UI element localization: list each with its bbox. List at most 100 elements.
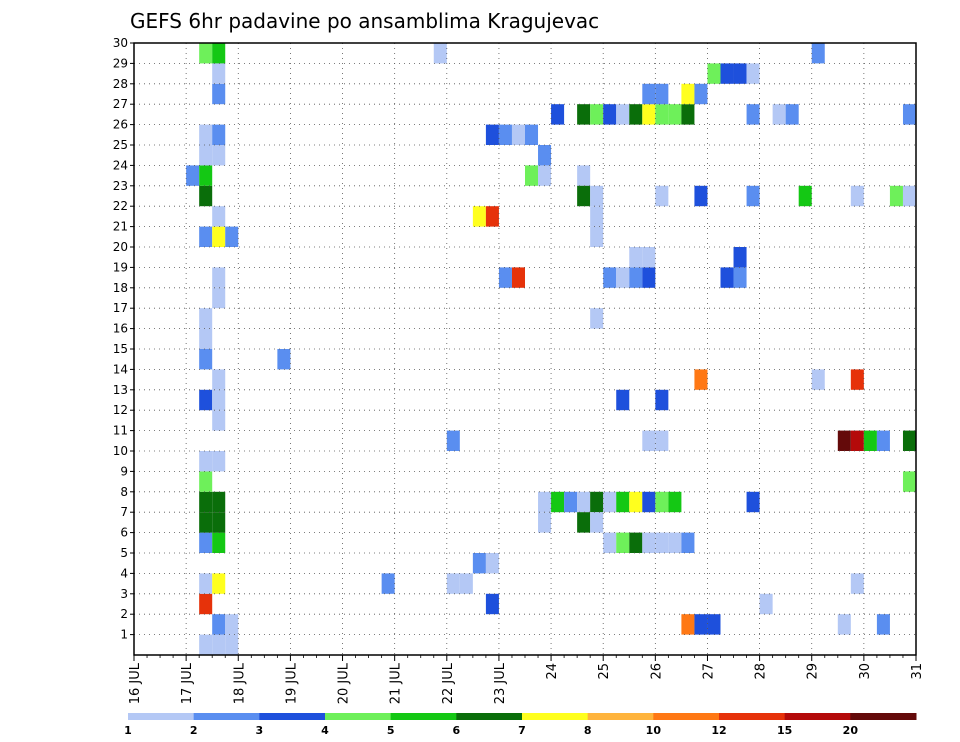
heatmap-cell	[212, 614, 226, 635]
legend-label: 4	[321, 724, 329, 737]
y-tick-label: 19	[113, 260, 128, 274]
heatmap-cell	[629, 247, 643, 268]
heatmap-cell	[199, 471, 213, 492]
heatmap-cell	[694, 83, 708, 105]
legend-label: 15	[777, 724, 792, 737]
heatmap-cell	[694, 369, 708, 390]
heatmap-cell	[199, 145, 213, 166]
y-tick-label: 30	[113, 36, 128, 50]
heatmap-cell	[681, 614, 695, 635]
heatmap-cell	[199, 328, 213, 349]
heatmap-cell	[811, 43, 825, 64]
heatmap-cell	[642, 104, 656, 125]
heatmap-cell	[212, 491, 226, 513]
x-tick-label: 23 JUL	[493, 662, 508, 704]
legend-label: 10	[646, 724, 662, 737]
heatmap-cell	[746, 185, 760, 207]
heatmap-cell	[212, 573, 226, 594]
heatmap-cell	[381, 573, 395, 594]
heatmap-cell	[876, 430, 890, 451]
y-tick-label: 27	[113, 97, 128, 111]
heatmap-cell	[811, 369, 825, 390]
heatmap-cell	[511, 124, 525, 145]
legend-swatch	[850, 713, 917, 720]
y-tick-label: 18	[113, 281, 128, 295]
heatmap-cell	[902, 471, 916, 492]
legend-swatch	[587, 713, 654, 720]
legend-label: 6	[453, 724, 461, 737]
heatmap-cell	[485, 593, 499, 615]
heatmap-cell	[199, 349, 213, 370]
heatmap-cell	[642, 430, 656, 451]
heatmap-cell	[199, 532, 213, 553]
x-tick-label: 24	[545, 663, 560, 680]
heatmap-cell	[511, 267, 525, 288]
heatmap-cell	[785, 104, 799, 125]
heatmap-cell	[590, 104, 604, 125]
heatmap-cell	[212, 267, 226, 288]
y-tick-label: 6	[120, 526, 128, 540]
y-tick-label: 15	[113, 342, 128, 356]
x-tick-label: 29	[806, 663, 821, 680]
heatmap-cell	[642, 83, 656, 105]
heatmap-cell	[629, 532, 643, 553]
x-tick-label: 27	[701, 663, 716, 680]
heatmap-cell	[212, 389, 226, 411]
heatmap-cell	[668, 104, 682, 125]
heatmap-cell	[212, 63, 226, 84]
heatmap-cell	[564, 491, 578, 513]
heatmap-cell	[655, 83, 669, 105]
legend-label: 3	[256, 724, 264, 737]
heatmap-cell	[212, 83, 226, 105]
heatmap-cell	[212, 512, 226, 533]
heatmap-cell	[551, 491, 565, 513]
heatmap-cell	[850, 369, 864, 390]
heatmap-cell	[733, 247, 747, 268]
heatmap-cell	[485, 553, 499, 574]
heatmap-cell	[199, 573, 213, 594]
heatmap-cell	[642, 247, 656, 268]
heatmap-cell	[199, 491, 213, 513]
heatmap-cell	[485, 206, 499, 227]
x-tick-label: 26	[649, 663, 664, 680]
x-axis: 16 JUL 17 JUL 18 JUL 19 JUL 20 JUL 21 JUL 22 J…	[128, 655, 925, 704]
heatmap-cell	[746, 104, 760, 125]
heatmap-cell	[277, 349, 291, 370]
heatmap-cell	[798, 185, 812, 207]
legend-label: 12	[711, 724, 726, 737]
heatmap-cell	[551, 104, 565, 125]
y-tick-label: 20	[113, 240, 128, 254]
y-tick-label: 23	[113, 179, 128, 193]
legend-swatch	[193, 713, 260, 720]
x-tick-label: 25	[597, 663, 612, 680]
heatmap-cell	[603, 267, 617, 288]
heatmap-cell	[498, 267, 512, 288]
heatmap-cell	[655, 491, 669, 513]
legend-label: 1	[124, 724, 132, 737]
heatmap-cell	[199, 165, 213, 186]
heatmap-cell	[525, 124, 539, 145]
heatmap-cell	[876, 614, 890, 635]
color-legend: 1 2 3 4 5 6 7 8 10 12 15 20	[124, 713, 917, 737]
heatmap-cell	[199, 389, 213, 411]
heatmap-cell	[538, 145, 552, 166]
heatmap-cell	[733, 63, 747, 84]
heatmap-cell	[590, 308, 604, 329]
y-tick-label: 29	[113, 56, 128, 70]
heatmap-cell	[655, 532, 669, 553]
heatmap-cell	[590, 206, 604, 227]
heatmap-cell	[538, 165, 552, 186]
heatmap-cell	[225, 614, 239, 635]
heatmap-cell	[590, 512, 604, 533]
legend-swatch	[259, 713, 326, 720]
heatmap-cell	[446, 430, 460, 451]
heatmap-cell	[694, 185, 708, 207]
y-tick-label: 24	[113, 158, 128, 172]
heatmap-cell	[485, 124, 499, 145]
heatmap-cell	[746, 63, 760, 84]
heatmap-cell	[655, 389, 669, 411]
heatmap-cell	[720, 63, 734, 84]
heatmap-cell	[655, 185, 669, 207]
heatmap-cell	[590, 226, 604, 247]
x-tick-label: 18 JUL	[232, 662, 247, 704]
